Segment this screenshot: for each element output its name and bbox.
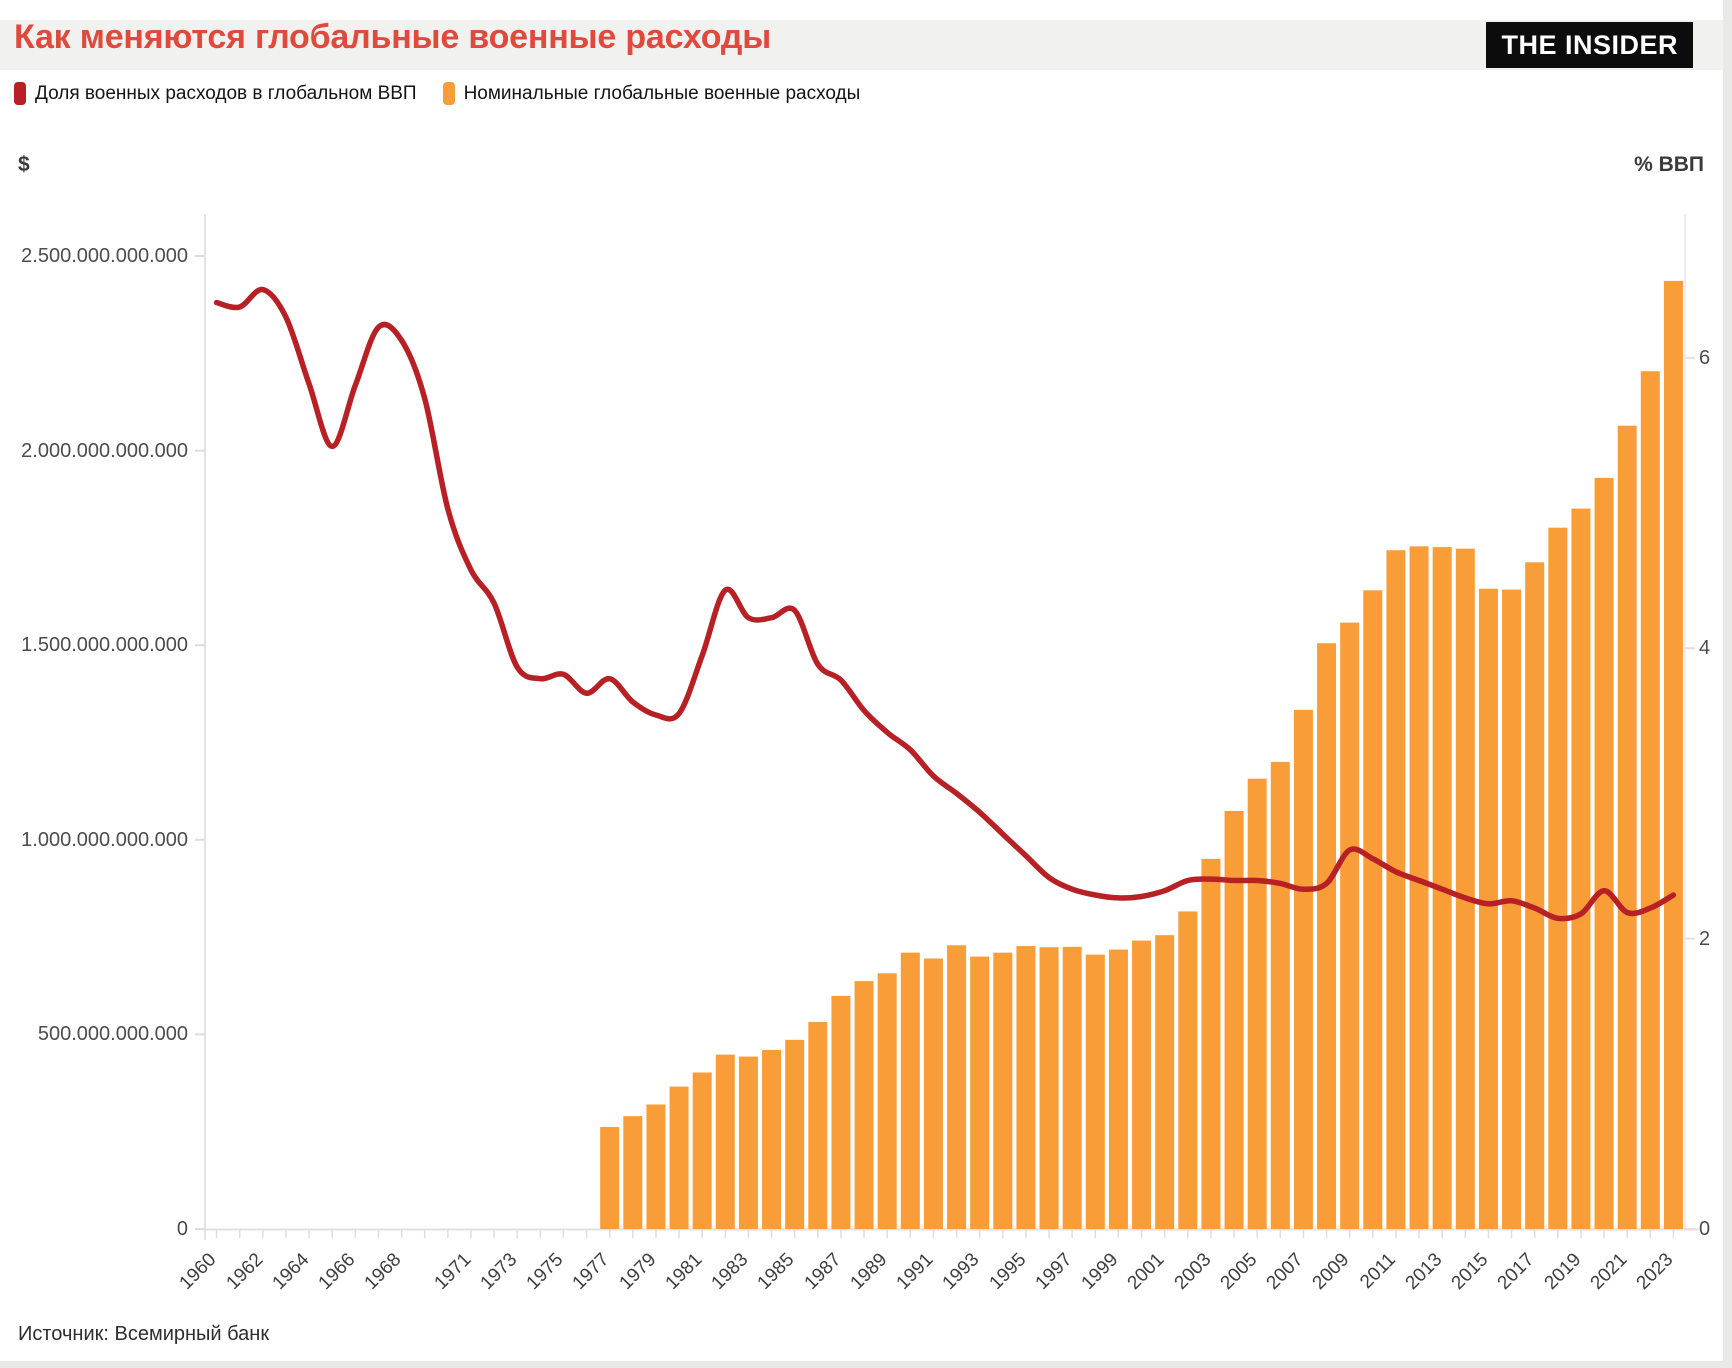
legend: Доля военных расходов в глобальном ВВП Н… [14, 82, 860, 105]
bar-1991 [923, 958, 943, 1229]
bar-2015 [1478, 588, 1498, 1229]
bar-2021 [1617, 425, 1637, 1230]
right-axis-label-0: 0 [1699, 1218, 1711, 1240]
bar-1989 [877, 973, 897, 1229]
bar-2005 [1247, 778, 1267, 1229]
bar-1981 [692, 1072, 712, 1229]
bar-1990 [900, 952, 920, 1229]
legend-item-nominal-spending: Номинальные глобальные военные расходы [442, 82, 861, 105]
bar-2003 [1201, 858, 1221, 1229]
bar-2004 [1224, 810, 1244, 1229]
bar-2009 [1340, 622, 1360, 1229]
bar-1986 [808, 1021, 828, 1229]
right-axis-label-6: 6 [1699, 346, 1711, 369]
header-band [0, 20, 1723, 70]
bar-1978 [623, 1116, 643, 1229]
left-axis-label-2500: 2.500.000.000.000 [21, 245, 188, 267]
bar-1983 [738, 1056, 758, 1229]
bar-2023 [1663, 280, 1683, 1229]
bar-2017 [1525, 562, 1545, 1229]
bar-2022 [1640, 371, 1660, 1229]
bar-1984 [762, 1049, 782, 1229]
bar-1995 [1016, 946, 1036, 1229]
left-axis-label-2000: 2.000.000.000.000 [21, 439, 188, 462]
right-axis-label-2: 2 [1699, 927, 1711, 950]
right-axis-label-4: 4 [1699, 637, 1711, 660]
left-axis-label-500: 500.000.000.000 [37, 1023, 188, 1046]
bar-1977 [600, 1127, 620, 1229]
source-note: Источник: Всемирный банк [18, 1323, 270, 1345]
bar-1994 [993, 952, 1013, 1229]
bar-2002 [1178, 911, 1198, 1229]
bar-2007 [1293, 709, 1313, 1229]
bar-2010 [1363, 590, 1383, 1229]
bar-2012 [1409, 546, 1429, 1229]
bar-1982 [715, 1054, 735, 1229]
legend-label-gdp-share: Доля военных расходов в глобальном ВВП [35, 82, 417, 104]
bar-2014 [1455, 548, 1475, 1229]
gdp-share-line [213, 286, 1677, 922]
bar-1979 [646, 1104, 666, 1229]
bar-1988 [854, 981, 874, 1229]
bar-1985 [785, 1039, 805, 1229]
bar-1996 [1039, 947, 1059, 1229]
bar-2008 [1317, 643, 1337, 1229]
bar-2016 [1502, 589, 1522, 1229]
page-title: Как меняются глобальные военные расходы [14, 18, 772, 56]
bar-2011 [1386, 550, 1406, 1229]
bar-2019 [1571, 508, 1591, 1229]
bar-2020 [1594, 477, 1614, 1229]
left-axis-label-0: 0 [176, 1218, 188, 1240]
logo-text: THE INSIDER [1501, 29, 1678, 60]
bar-2006 [1270, 761, 1290, 1229]
bar-1997 [1062, 946, 1082, 1229]
left-axis-label-1000: 1.000.000.000.000 [21, 828, 188, 851]
bar-1999 [1108, 949, 1128, 1229]
bar-2001 [1155, 935, 1175, 1229]
bar-1992 [947, 945, 967, 1229]
legend-swatch-red [14, 82, 26, 105]
bar-1998 [1085, 954, 1105, 1229]
left-axis-label-1500: 1.500.000.000.000 [21, 634, 188, 657]
right-axis-unit: % ВВП [1634, 153, 1704, 176]
the-insider-logo: THE INSIDER [1486, 22, 1693, 68]
bar-1980 [669, 1086, 689, 1229]
left-axis-unit: $ [18, 153, 30, 176]
bar-1993 [970, 956, 990, 1229]
legend-label-nominal-spending: Номинальные глобальные военные расходы [463, 82, 861, 104]
bar-1987 [831, 995, 851, 1229]
legend-item-gdp-share: Доля военных расходов в глобальном ВВП [14, 82, 417, 105]
bar-2000 [1132, 940, 1152, 1229]
bar-2018 [1548, 527, 1568, 1229]
legend-swatch-orange [442, 82, 455, 105]
